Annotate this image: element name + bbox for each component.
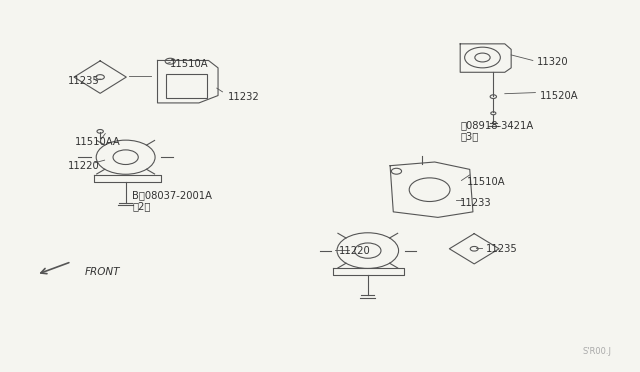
Text: 11510AA: 11510AA — [75, 137, 120, 147]
Text: ⓝ08918-3421A
（3）: ⓝ08918-3421A （3） — [460, 120, 533, 141]
Text: 11235: 11235 — [486, 244, 517, 254]
Text: 11233: 11233 — [460, 198, 492, 208]
Text: FRONT: FRONT — [84, 267, 120, 277]
Text: S'R00.J: S'R00.J — [583, 347, 612, 356]
Text: 11520A: 11520A — [540, 90, 579, 100]
Text: 11510A: 11510A — [170, 59, 209, 69]
Text: 11232: 11232 — [228, 92, 259, 102]
Text: 11235: 11235 — [68, 76, 100, 86]
Text: B〈08037-2001A
（2）: B〈08037-2001A （2） — [132, 190, 212, 212]
Text: 11510A: 11510A — [467, 177, 505, 187]
Text: 11220: 11220 — [339, 246, 371, 256]
Text: 11220: 11220 — [68, 161, 100, 171]
Text: 11320: 11320 — [537, 57, 568, 67]
